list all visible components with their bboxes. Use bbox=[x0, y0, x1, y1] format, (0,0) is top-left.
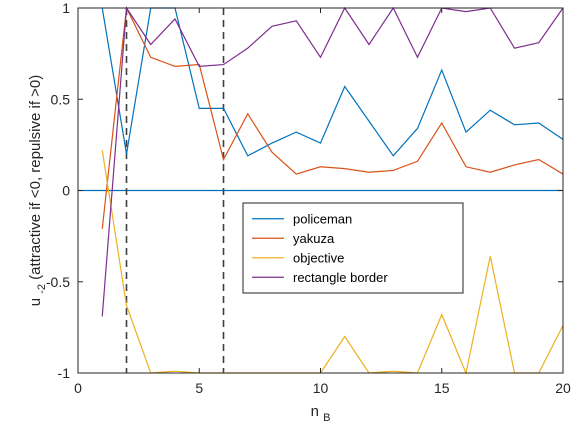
reference-lines bbox=[125, 8, 225, 373]
legend-label: yakuza bbox=[293, 231, 335, 246]
x-tick-label: 5 bbox=[195, 380, 203, 396]
legend-label: objective bbox=[293, 250, 344, 265]
series-line-objective bbox=[101, 150, 564, 376]
y-tick-label: 1 bbox=[62, 0, 70, 16]
axis-ticks: 0 5 10 15 20 -1 -0.5 0 0.5 1 bbox=[46, 0, 571, 396]
y-axis-label-suffix: (attractive if <0, repulsive if >0) bbox=[27, 75, 44, 280]
x-axis-label: n B bbox=[311, 403, 331, 424]
series-line-rectangle-border bbox=[101, 6, 564, 317]
x-tick-label: 15 bbox=[434, 380, 450, 396]
legend-label: policeman bbox=[293, 211, 352, 226]
series-line-policeman bbox=[101, 7, 564, 157]
y-tick-label: 0 bbox=[62, 183, 70, 199]
x-axis-label-subscript: B bbox=[323, 412, 330, 424]
y-tick-label: -1 bbox=[58, 365, 71, 381]
y-axis-label-main: u bbox=[27, 298, 44, 306]
x-axis-label-main: n bbox=[311, 403, 319, 420]
series-line-yakuza bbox=[101, 5, 564, 229]
x-tick-label: 0 bbox=[74, 380, 82, 396]
y-axis-label: u -2 (attractive if <0, repulsive if >0) bbox=[27, 75, 49, 307]
legend-label: rectangle border bbox=[293, 270, 388, 285]
x-tick-label: 10 bbox=[313, 380, 329, 396]
y-tick-label: 0.5 bbox=[51, 91, 71, 107]
legend: policeman yakuza objective rectangle border bbox=[242, 202, 464, 294]
legend-box bbox=[242, 202, 464, 294]
series-lines bbox=[101, 5, 564, 376]
y-tick-label: -0.5 bbox=[46, 274, 70, 290]
y-axis-label-subscript: -2 bbox=[36, 284, 48, 294]
legend-entries: policeman yakuza objective rectangle border bbox=[252, 211, 388, 285]
x-tick-label: 20 bbox=[555, 380, 571, 396]
